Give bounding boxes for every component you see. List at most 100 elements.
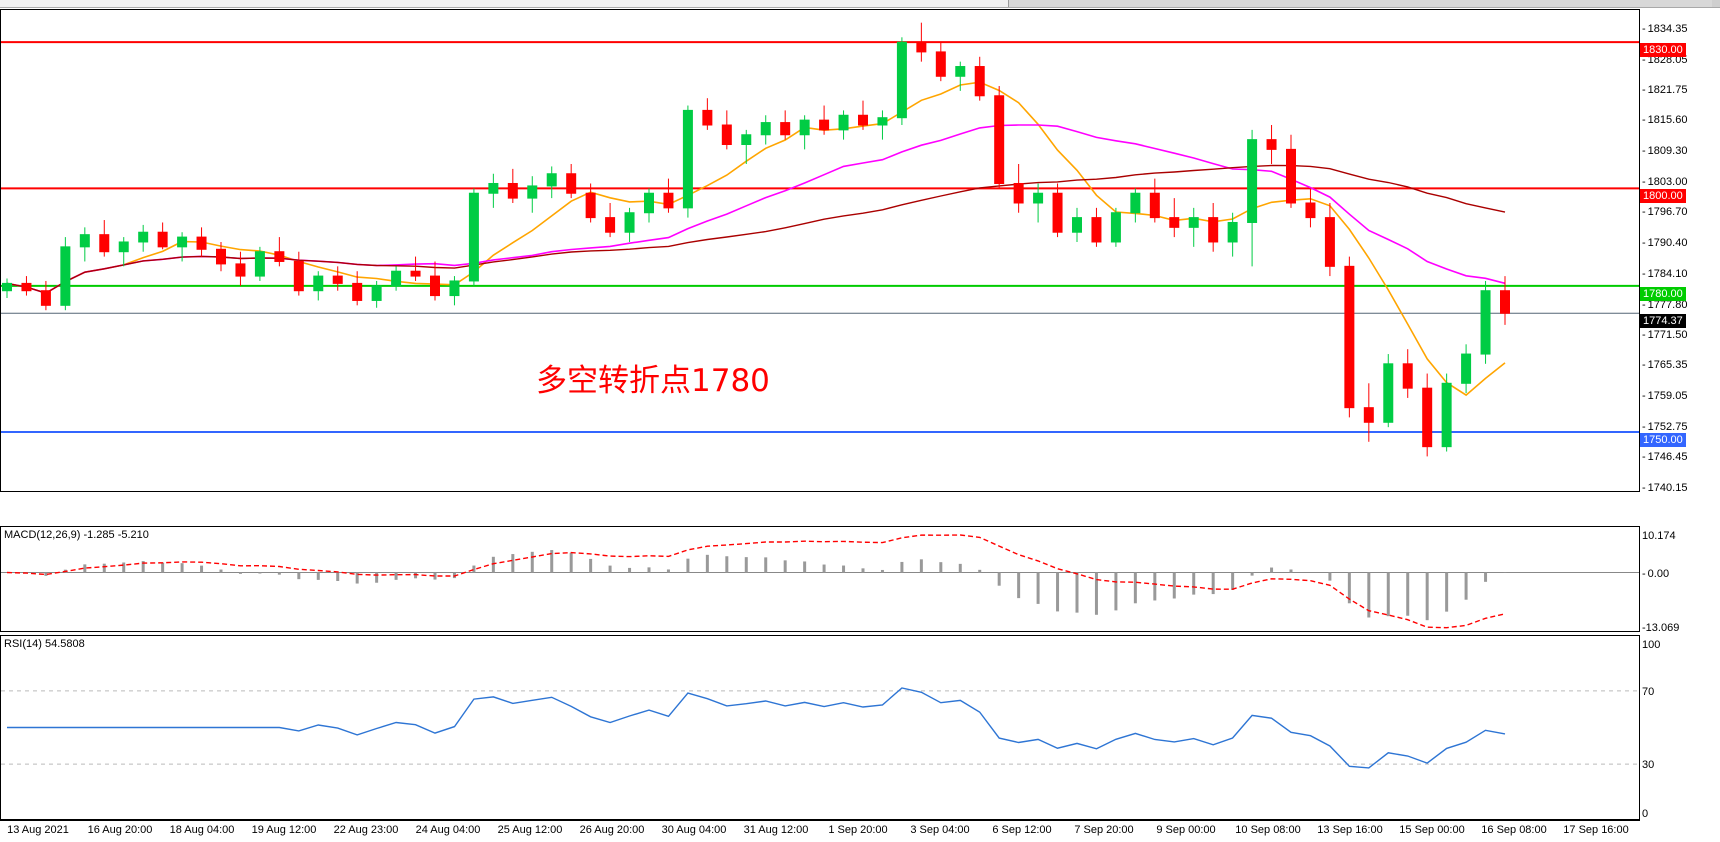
time-axis[interactable]: 13 Aug 2021 16 Aug 20:00 18 Aug 04:00 19 Au… [0, 820, 1640, 842]
candle [780, 110, 791, 140]
candle [858, 100, 868, 130]
rsi-label: RSI(14) 54.5808 [4, 638, 85, 650]
candle [955, 61, 966, 91]
candle [507, 168, 518, 203]
time-axis-label: 16 Sep 08:00 [1481, 824, 1547, 836]
candle [974, 56, 985, 101]
chart-annotation-text: 多空转折点1780 [536, 363, 770, 399]
candle [488, 173, 499, 208]
price-tick: -1803.00 [1642, 175, 1688, 188]
candle [935, 42, 946, 82]
macd-tick: -0.00 [1642, 567, 1670, 580]
candle [663, 178, 674, 213]
candle [274, 237, 285, 267]
candle [721, 110, 732, 150]
candle [1072, 207, 1082, 242]
candle [99, 220, 110, 257]
candle [1033, 183, 1044, 223]
candle [624, 207, 635, 242]
candle [313, 271, 324, 301]
candle [157, 222, 168, 250]
candle [352, 271, 363, 306]
candle [21, 276, 32, 296]
candle [216, 241, 226, 272]
candle [1324, 202, 1335, 277]
scrollbar-thumb[interactable] [0, 0, 1009, 7]
rsi-axis: 100 70 30 0 [1640, 635, 1720, 820]
time-axis-label: 3 Sep 04:00 [910, 824, 970, 836]
candle [40, 280, 51, 311]
macd-axis: 10.174 -0.00 -13.069 [1640, 526, 1720, 634]
scroll-caret-icon[interactable] [1712, 0, 1720, 7]
time-axis-label: 22 Aug 23:00 [333, 824, 399, 836]
time-axis-label: 30 Aug 04:00 [661, 824, 727, 836]
candle [138, 224, 149, 252]
ma-orange-line [6, 81, 1506, 397]
candle [1188, 207, 1199, 247]
candle [1227, 212, 1238, 257]
candle [1344, 256, 1355, 418]
candle [1208, 202, 1219, 252]
rsi-panel[interactable] [0, 635, 1640, 820]
candle [1500, 276, 1510, 325]
candle [1480, 280, 1491, 364]
horizontal-scrollbar[interactable] [0, 0, 1720, 8]
candle [391, 266, 402, 291]
price-axis[interactable]: -1834.35-1828.05-1821.75-1815.60-1809.30… [1640, 9, 1720, 494]
price-tick: -1765.35 [1642, 359, 1688, 372]
price-tick: -1790.40 [1642, 237, 1688, 250]
time-axis-label: 16 Aug 20:00 [87, 824, 153, 836]
price-badge[interactable]: 1830.00 [1640, 43, 1686, 58]
candle [682, 105, 693, 218]
candle [1169, 198, 1180, 238]
time-axis-label: 18 Aug 04:00 [169, 824, 235, 836]
price-tick: -1834.35 [1642, 22, 1688, 35]
candle [1052, 183, 1063, 238]
candle [819, 105, 830, 135]
time-axis-label: 7 Sep 20:00 [1074, 824, 1134, 836]
candle [60, 237, 71, 311]
price-tick: -1784.10 [1642, 267, 1688, 280]
candle [1266, 125, 1277, 164]
price-tick: -1821.75 [1642, 84, 1688, 97]
price-badge[interactable]: 1800.00 [1640, 189, 1686, 204]
candle [838, 110, 849, 140]
candle [1013, 163, 1024, 213]
macd-panel[interactable] [0, 526, 1640, 632]
candle [1091, 207, 1102, 247]
candle [896, 37, 907, 126]
candle [741, 129, 752, 164]
price-tick: -1815.60 [1642, 114, 1688, 127]
rsi-line [7, 687, 1506, 769]
time-axis-label: 15 Sep 00:00 [1399, 824, 1465, 836]
price-chart-panel[interactable]: 多空转折点1780 [0, 9, 1640, 492]
candle [1402, 349, 1413, 398]
macd-label: MACD(12,26,9) -1.285 -5.210 [4, 529, 149, 541]
price-badge[interactable]: 1774.37 [1640, 314, 1686, 329]
candle [1363, 383, 1374, 442]
candle [1110, 207, 1121, 247]
candle [1441, 373, 1452, 452]
macd-signal-line [6, 534, 1506, 629]
macd-tick: -13.069 [1642, 622, 1680, 634]
candle [605, 202, 616, 238]
rsi-canvas [1, 687, 1639, 769]
rsi-tick: 100 [1642, 639, 1661, 651]
price-tick: -1752.75 [1642, 420, 1688, 433]
price-badge[interactable]: 1750.00 [1640, 433, 1686, 448]
price-badge[interactable]: 1780.00 [1640, 286, 1686, 301]
time-axis-label: 13 Aug 2021 [7, 824, 69, 836]
price-tick: -1771.50 [1642, 329, 1688, 342]
candle [332, 266, 343, 291]
candle [1383, 354, 1394, 428]
candle [799, 115, 810, 150]
candle [760, 115, 771, 145]
candle [2, 278, 12, 299]
price-tick: -1777.80 [1642, 298, 1688, 311]
candle [1305, 188, 1316, 228]
rsi-tick: 30 [1642, 759, 1655, 772]
time-axis-label: 31 Aug 12:00 [743, 824, 809, 836]
price-tick: -1809.30 [1642, 145, 1688, 158]
candle [1130, 188, 1141, 223]
